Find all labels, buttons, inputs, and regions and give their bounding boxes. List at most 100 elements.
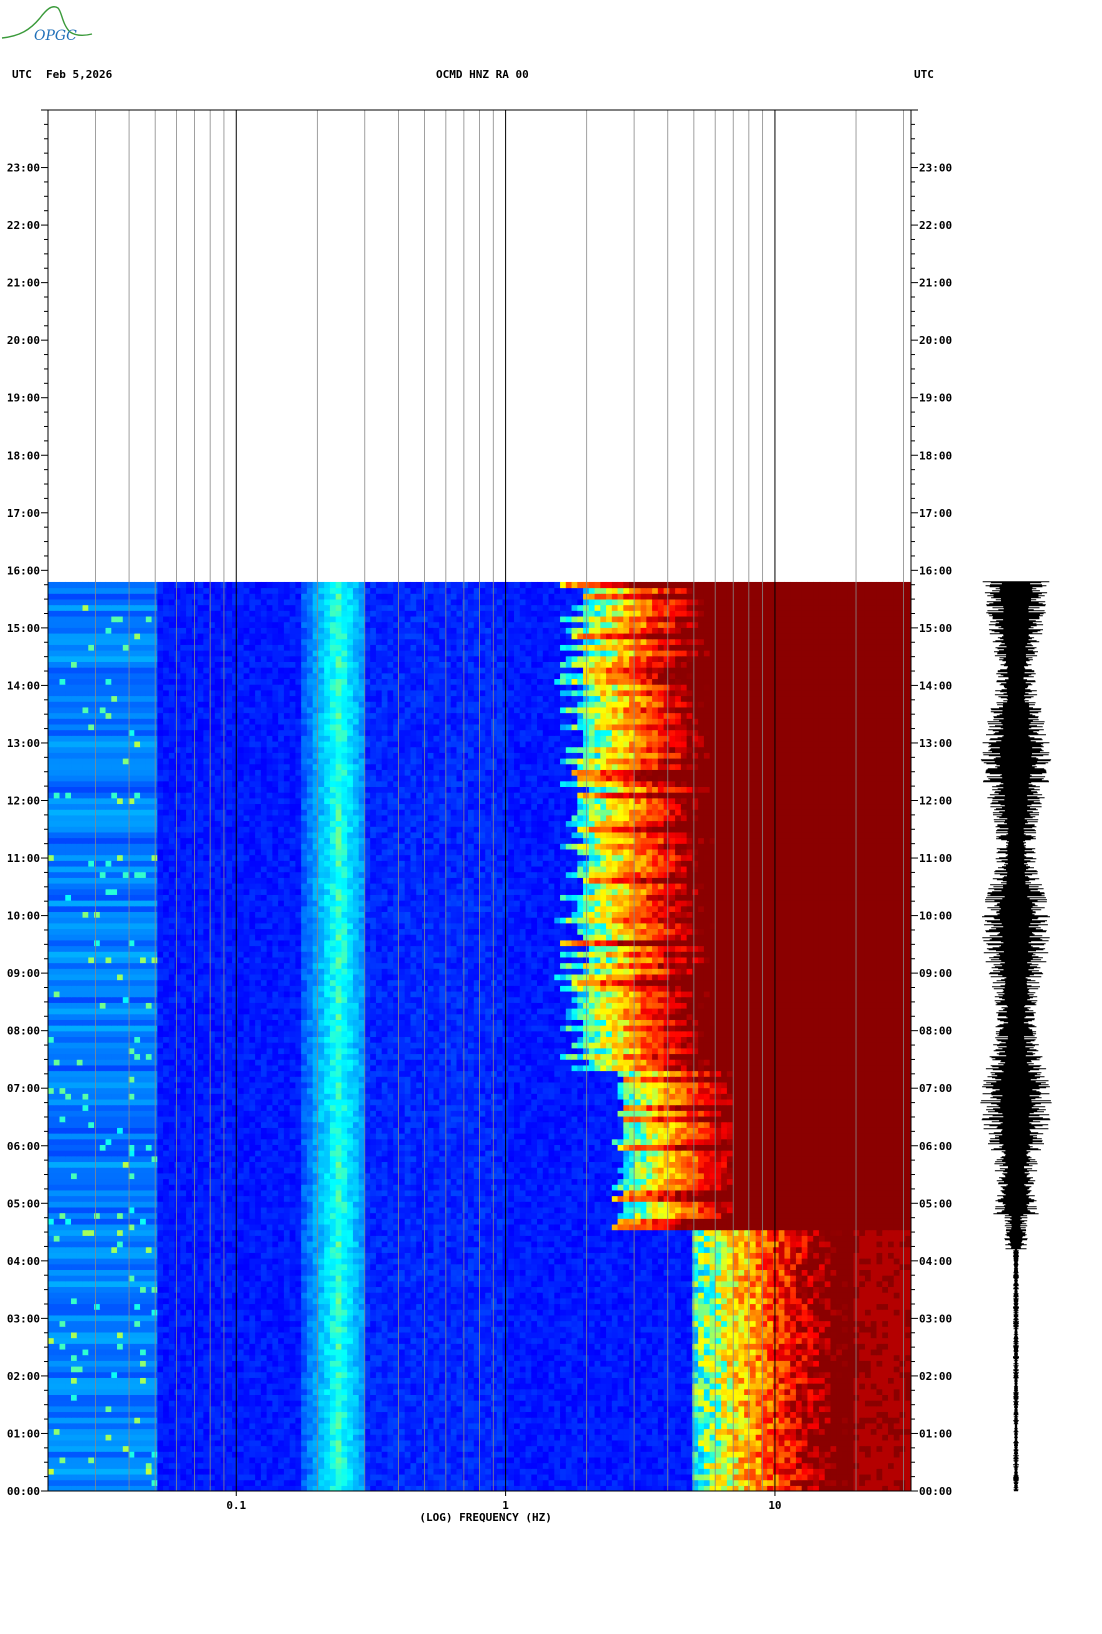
heatmap-cell: [99, 1417, 107, 1424]
heatmap-cell: [214, 1309, 222, 1316]
heatmap-cell: [709, 1377, 716, 1384]
heatmap-cell: [887, 1417, 895, 1424]
heatmap-cell: [893, 1468, 901, 1475]
heatmap-cell: [174, 1411, 181, 1418]
heatmap-cell: [226, 1485, 233, 1491]
heatmap-cell: [669, 1451, 676, 1458]
heatmap-cell: [398, 1462, 406, 1469]
heatmap-cell: [571, 1365, 578, 1373]
heatmap-cell: [813, 1428, 820, 1435]
heatmap-cell: [312, 1473, 319, 1481]
heatmap-cell: [117, 1462, 124, 1469]
heatmap-cell: [491, 1456, 498, 1464]
heatmap-cell: [692, 1473, 699, 1481]
heatmap-cell: [554, 1303, 561, 1310]
heatmap-cell: [893, 1434, 901, 1441]
heatmap-cell: [191, 1360, 199, 1367]
heatmap-cell: [375, 1377, 383, 1384]
heatmap-cell: [421, 1400, 429, 1407]
heatmap-cell: [168, 1479, 176, 1486]
heatmap-cell: [347, 1473, 354, 1481]
heatmap-cell: [180, 1337, 187, 1344]
heatmap-cell: [818, 1320, 826, 1327]
heatmap-cell: [784, 1326, 791, 1333]
heatmap-cell: [738, 1445, 745, 1452]
heatmap-cell: [859, 1320, 866, 1327]
heatmap-cell: [853, 1434, 860, 1441]
heatmap-cell: [260, 1468, 268, 1475]
heatmap-cell: [870, 1383, 878, 1390]
heatmap-cell: [542, 1428, 550, 1435]
heatmap-cell: [151, 1417, 158, 1424]
heatmap-cell: [140, 1309, 147, 1316]
heatmap-cell: [180, 1394, 187, 1401]
heatmap-cell: [732, 1365, 739, 1373]
heatmap-cell: [450, 1473, 458, 1481]
heatmap-cell: [76, 1394, 84, 1401]
heatmap-cell: [318, 1473, 325, 1481]
heatmap-cell: [186, 1388, 193, 1395]
heatmap-cell: [692, 1377, 699, 1384]
heatmap-cell: [795, 1371, 803, 1378]
heatmap-cell: [283, 1405, 291, 1413]
heatmap-cell: [375, 1439, 383, 1447]
heatmap-cell: [117, 1439, 124, 1447]
heatmap-cell: [583, 1377, 590, 1384]
heatmap-cell: [249, 1383, 256, 1390]
heatmap-cell: [859, 1394, 866, 1401]
heatmap-cell: [329, 1456, 337, 1464]
heatmap-cell: [209, 1309, 216, 1316]
heatmap-cell: [807, 1388, 814, 1395]
heatmap-cell: [111, 1445, 118, 1452]
heatmap-cell: [105, 1400, 112, 1407]
heatmap-cell: [732, 1309, 739, 1316]
heatmap-cell: [703, 1456, 711, 1464]
heatmap-cell: [629, 1400, 636, 1407]
heatmap-cell: [364, 1320, 371, 1327]
heatmap-cell: [824, 1360, 832, 1367]
heatmap-cell: [433, 1394, 440, 1401]
heatmap-cell: [629, 1360, 636, 1367]
heatmap-cell: [594, 1360, 601, 1367]
heatmap-cell: [698, 1331, 705, 1339]
heatmap-cell: [381, 1405, 389, 1413]
heatmap-cell: [335, 1383, 343, 1390]
heatmap-cell: [531, 1439, 538, 1447]
heatmap-cell: [145, 1320, 153, 1327]
header-left-timezone: UTC: [12, 68, 32, 81]
heatmap-cell: [421, 1337, 429, 1344]
heatmap-cell: [571, 1422, 578, 1430]
heatmap-cell: [514, 1445, 521, 1452]
heatmap-cell: [421, 1428, 429, 1435]
heatmap-cell: [560, 1309, 567, 1316]
heatmap-cell: [214, 1417, 222, 1424]
heatmap-cell: [606, 1405, 613, 1413]
heatmap-cell: [59, 1400, 66, 1407]
heatmap-cell: [657, 1417, 665, 1424]
heatmap-cell: [416, 1411, 423, 1418]
heatmap-cell: [847, 1411, 855, 1418]
heatmap-cell: [744, 1303, 751, 1310]
heatmap-cell: [767, 1354, 774, 1361]
heatmap-cell: [324, 1365, 331, 1373]
heatmap-cell: [703, 1314, 711, 1322]
heatmap-cell: [393, 1337, 400, 1344]
heatmap-cell: [214, 1377, 222, 1384]
heatmap-cell: [755, 1314, 763, 1322]
heatmap-cell: [329, 1388, 337, 1395]
heatmap-cell: [203, 1337, 210, 1344]
heatmap-cell: [427, 1309, 435, 1316]
heatmap-cell: [312, 1314, 319, 1322]
heatmap-cell: [514, 1354, 521, 1361]
heatmap-cell: [709, 1417, 716, 1424]
heatmap-cell: [473, 1411, 481, 1418]
heatmap-cell: [249, 1394, 256, 1401]
heatmap-cell: [467, 1360, 475, 1367]
heatmap-cell: [462, 1485, 469, 1491]
heatmap-cell: [594, 1405, 601, 1413]
heatmap-cell: [174, 1331, 181, 1339]
heatmap-cell: [542, 1377, 550, 1384]
heatmap-cell: [893, 1422, 901, 1430]
heatmap-cell: [876, 1377, 883, 1384]
heatmap-cell: [836, 1462, 843, 1469]
